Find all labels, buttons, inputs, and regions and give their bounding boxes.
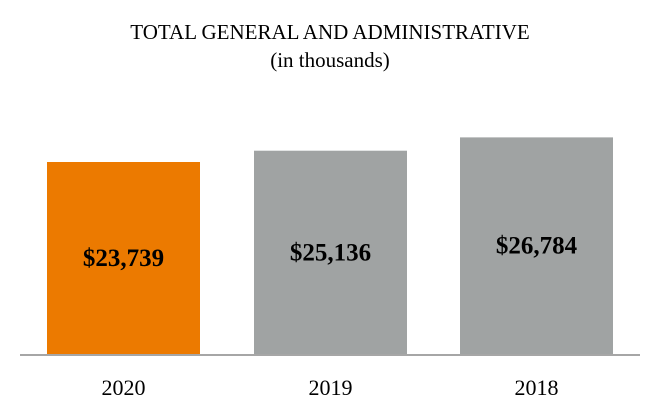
x-tick-label-2019: 2019 [309,375,353,400]
data-label-2019: $25,136 [290,239,371,266]
data-label-2020: $23,739 [83,245,164,272]
data-label-2018: $26,784 [496,233,578,260]
bar-2019 [254,150,407,354]
bar-2018 [460,137,613,354]
chart-subtitle: (in thousands) [270,48,390,72]
bar-2020 [47,162,200,354]
chart-title: TOTAL GENERAL AND ADMINISTRATIVE [130,20,530,44]
x-tick-label-2018: 2018 [515,375,559,400]
x-tick-label-2020: 2020 [102,375,146,400]
